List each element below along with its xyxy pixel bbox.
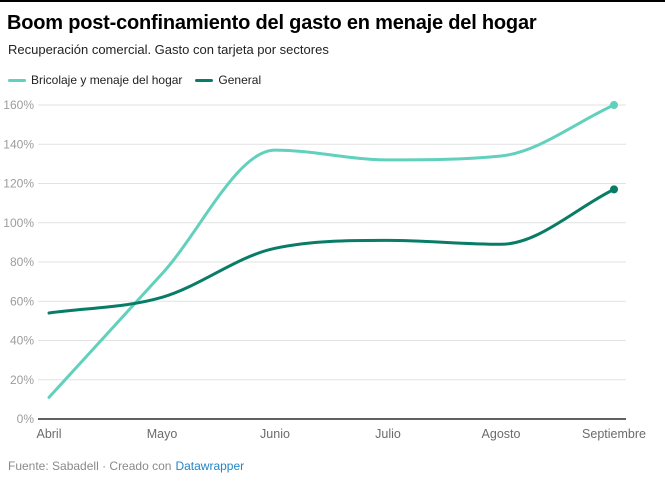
x-tick-label: Julio <box>375 427 401 441</box>
series-end-dot-0 <box>610 101 618 109</box>
y-tick-label: 80% <box>10 255 34 269</box>
legend-swatch-bricolaje <box>8 78 26 82</box>
x-tick-label: Agosto <box>482 427 521 441</box>
y-tick-label: 0% <box>17 412 35 426</box>
series-line-0 <box>47 103 616 399</box>
legend-item-bricolaje: Bricolaje y menaje del hogar <box>8 73 182 87</box>
x-tick-label: Mayo <box>147 427 178 441</box>
datawrapper-link[interactable]: Datawrapper <box>175 459 245 473</box>
x-tick-label: Septiembre <box>582 427 646 441</box>
x-tick-label: Abril <box>36 427 61 441</box>
y-tick-label: 40% <box>10 334 34 348</box>
y-tick-label: 160% <box>3 98 34 112</box>
footer: Fuente: Sabadell · Creado con Datawrapper <box>8 459 244 473</box>
legend-label: Bricolaje y menaje del hogar <box>31 73 183 87</box>
legend-label: General <box>218 73 262 87</box>
y-tick-label: 20% <box>10 373 34 387</box>
page-title: Boom post-confinamiento del gasto en men… <box>7 12 537 34</box>
footer-source-text: Fuente: Sabadell · Creado con <box>8 459 172 473</box>
chart-subtitle: Recuperación comercial. Gasto con tarjet… <box>8 42 329 57</box>
legend-swatch-general <box>195 78 214 82</box>
series-line-1 <box>47 187 616 315</box>
y-tick-label: 100% <box>3 216 34 230</box>
line-chart-svg: 0% 20% 40% 60% 80% 100% 120% 140% 160% Abril Mayo J… <box>3 98 646 441</box>
y-tick-label: 120% <box>3 177 34 191</box>
y-tick-label: 60% <box>10 294 34 308</box>
legend-item-general: General <box>195 73 261 87</box>
x-tick-label: Junio <box>260 427 290 441</box>
line-chart: 0% 20% 40% 60% 80% 100% 120% 140% 160% Abril Mayo J… <box>0 97 665 452</box>
y-tick-label: 140% <box>3 137 34 151</box>
series-end-dot-1 <box>610 185 618 194</box>
legend: Bricolaje y menaje del hogar General <box>8 73 657 87</box>
